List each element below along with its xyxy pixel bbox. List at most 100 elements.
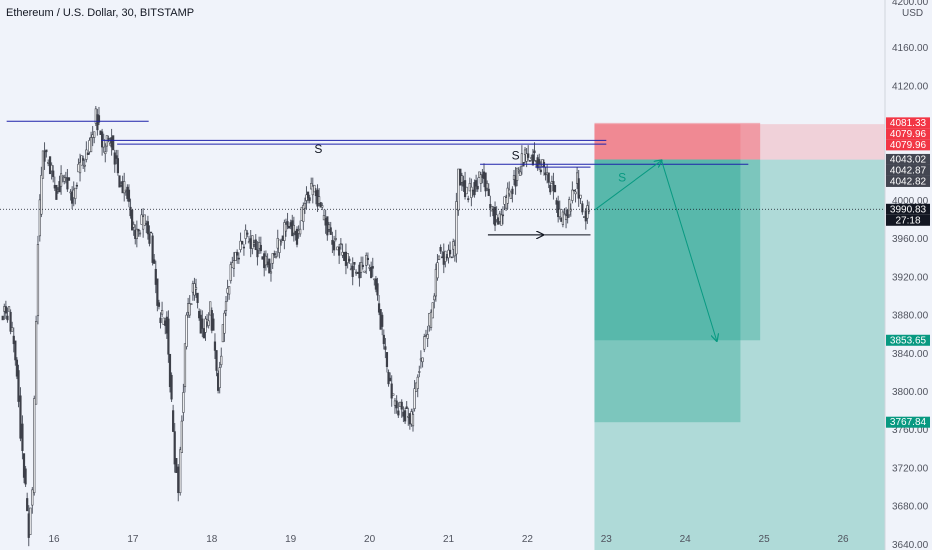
candle-body	[561, 211, 565, 225]
candle-body	[97, 115, 101, 123]
candle-body	[75, 184, 78, 187]
candle-body	[450, 256, 453, 259]
candle-body	[175, 458, 178, 473]
y-tick-label: 3640.00	[892, 540, 929, 550]
annotations-layer: S S S	[6, 120, 749, 341]
candle-body	[338, 246, 341, 256]
x-tick-label: 25	[759, 534, 771, 545]
candle-body	[234, 251, 237, 261]
x-tick-label: 20	[364, 534, 376, 545]
candle-body	[67, 177, 71, 181]
candle-body	[475, 180, 478, 187]
candle-body	[377, 303, 381, 313]
candle-body	[4, 306, 7, 314]
candle-body	[252, 242, 256, 245]
candle-body	[538, 159, 541, 165]
candle-body	[479, 174, 482, 184]
candle-body	[74, 187, 77, 199]
candle-body	[29, 507, 32, 536]
candle-body	[439, 247, 442, 252]
candle-body	[185, 314, 188, 347]
candle-body	[149, 231, 153, 234]
candle-body	[460, 175, 464, 183]
candle-body	[239, 240, 242, 250]
projection-arrow	[661, 160, 717, 340]
x-axis[interactable]: 16 17 18 19 20 21 22 23 24 25 26	[48, 534, 849, 545]
candle-body	[514, 175, 517, 187]
candle-body	[436, 262, 439, 279]
y-tick-label: 3960.00	[892, 234, 929, 245]
candle-body	[194, 287, 198, 290]
projection-arrow	[594, 160, 661, 211]
candle-body	[455, 201, 458, 255]
y-axis[interactable]: 4160.004120.004080.004040.004000.003960.…	[884, 0, 932, 550]
candle-body	[173, 431, 176, 465]
candle-body	[157, 302, 161, 307]
candle-body	[22, 453, 26, 478]
candle-body	[264, 255, 268, 266]
price-tag	[886, 128, 930, 140]
candle-body	[398, 401, 402, 407]
candle-body	[135, 228, 138, 240]
candle-body	[547, 172, 550, 183]
candle-body	[246, 232, 249, 235]
y-axis-background	[885, 0, 932, 550]
candle-body	[586, 205, 589, 219]
candle-body	[168, 353, 172, 388]
price-tag-label: 4042.82	[890, 176, 927, 187]
candle-body	[31, 489, 34, 506]
candle-body	[437, 255, 441, 261]
price-tag	[886, 334, 930, 346]
candle-body	[268, 258, 271, 274]
candle-body	[500, 214, 503, 226]
candle-body	[354, 271, 358, 274]
candle-body	[82, 158, 85, 161]
candle-body	[261, 256, 264, 260]
candle-body	[241, 240, 244, 245]
candle-body	[131, 209, 134, 231]
currency-label: USD	[902, 8, 924, 19]
candle-body	[151, 235, 154, 263]
candle-body	[271, 253, 274, 264]
x-tick-label: 21	[443, 534, 455, 545]
candle-body	[9, 311, 12, 332]
candle-body	[43, 150, 46, 162]
candle-body	[419, 358, 422, 361]
candle-body	[201, 318, 204, 329]
x-tick-label: 18	[206, 534, 218, 545]
candle-body	[232, 260, 235, 269]
candle-body	[66, 177, 69, 190]
candle-body	[332, 241, 336, 251]
candle-body	[224, 301, 228, 311]
candle-body	[104, 151, 107, 155]
price-tag	[886, 139, 930, 151]
candle-body	[308, 197, 311, 201]
candle-body	[60, 173, 63, 187]
candle-body	[351, 265, 354, 277]
candle-body	[353, 262, 356, 265]
candle-body	[363, 270, 366, 273]
candle-body	[283, 222, 286, 241]
candle-body	[465, 186, 468, 195]
candle-body	[154, 268, 157, 285]
candle-body	[299, 228, 302, 235]
candle-body	[389, 377, 392, 382]
candle-body	[571, 189, 574, 201]
candle-body	[587, 209, 591, 212]
candle-body	[358, 264, 361, 279]
annotation-label: S	[512, 148, 520, 162]
price-tag-label: 4042.87	[890, 165, 927, 176]
candle-body	[473, 182, 476, 196]
candle-body	[159, 317, 162, 324]
candle-body	[336, 246, 339, 251]
candle-body	[180, 420, 183, 453]
candle-body	[123, 181, 126, 194]
candle-body	[273, 253, 276, 256]
y-tick-label: 3920.00	[892, 272, 929, 283]
candle-body	[519, 171, 522, 176]
candle-body	[274, 256, 278, 259]
candle-body	[266, 261, 269, 265]
candle-body	[102, 139, 105, 148]
candle-body	[15, 359, 19, 377]
candle-body	[276, 238, 279, 249]
